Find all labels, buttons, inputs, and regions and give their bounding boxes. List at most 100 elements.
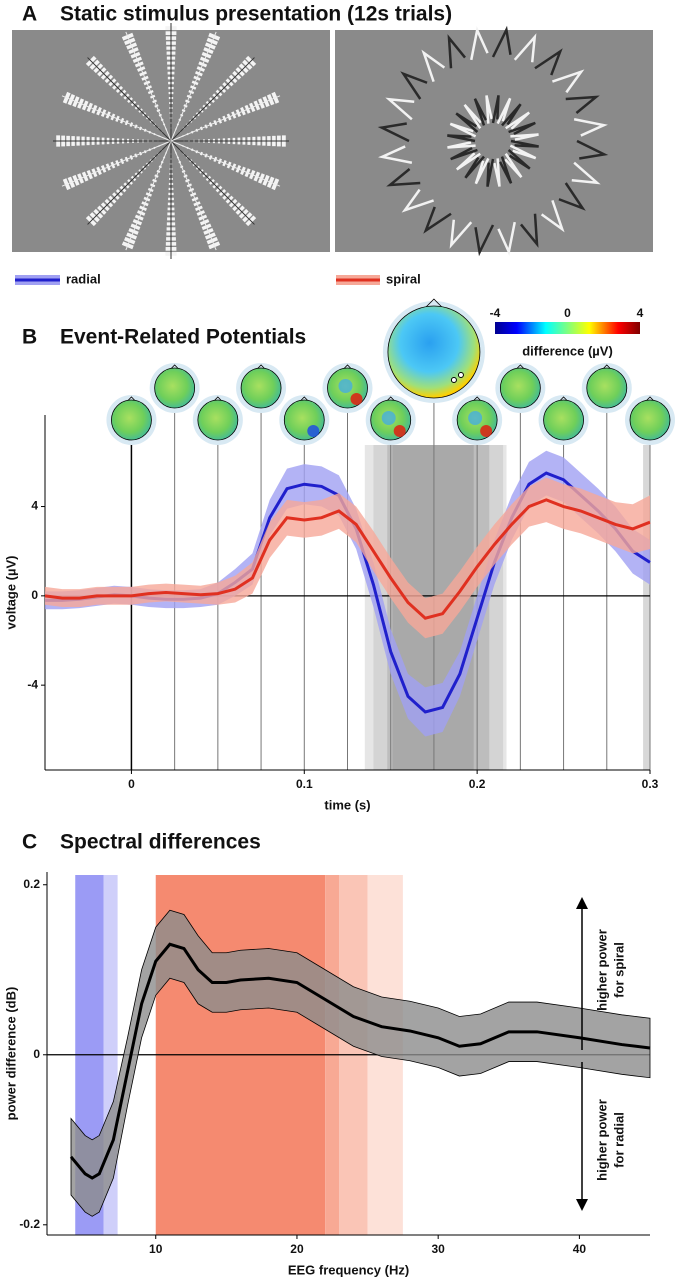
topomap-nose <box>473 396 482 401</box>
stimulus-stroke <box>491 95 500 124</box>
error-band <box>70 909 651 1217</box>
y-axis-label: voltage (µV) <box>3 556 18 630</box>
legend-label: radial <box>66 271 101 286</box>
x-tick-label: 0.2 <box>469 777 486 791</box>
stimulus-stroke <box>571 161 601 185</box>
topomap <box>365 395 416 445</box>
stimulus-stroke <box>576 139 609 160</box>
stimulus-stroke <box>520 213 539 248</box>
y-tick-label: -0.2 <box>19 1217 40 1231</box>
x-tick-label: 30 <box>431 1242 445 1256</box>
colorbar-label: difference (µV) <box>522 343 613 358</box>
topomap-head <box>154 367 196 409</box>
topomap-head <box>197 399 239 441</box>
y-tick-label: 0 <box>31 588 38 602</box>
stimulus-stroke <box>61 95 172 142</box>
stimulus-stroke <box>447 141 476 149</box>
topomap-head <box>586 367 628 409</box>
topomap-spot <box>393 425 406 437</box>
topomap <box>192 395 243 445</box>
panel-title: Static stimulus presentation (12s trials… <box>60 3 452 26</box>
x-tick-label: 0.1 <box>296 777 313 791</box>
stimulus-stroke <box>170 95 281 142</box>
y-tick-label: 4 <box>31 499 38 513</box>
stimulus-stroke <box>505 111 531 130</box>
topomap-spot <box>338 379 353 393</box>
colorbar-tick-label: 0 <box>564 306 571 320</box>
stimulus-stroke <box>551 69 585 94</box>
x-tick-label: 20 <box>290 1242 304 1256</box>
topomap-spot <box>480 425 493 437</box>
shaded-interval <box>643 445 650 770</box>
topomap-nose <box>559 396 568 401</box>
topomap-nose <box>386 396 395 401</box>
stimulus-stroke <box>534 48 563 76</box>
annotation: higher power <box>594 929 609 1011</box>
stimulus-stroke <box>87 140 172 225</box>
annotation: higher power <box>594 1099 609 1181</box>
topomap-nose <box>257 364 265 369</box>
stimulus-stroke <box>558 182 586 211</box>
stimulus-stroke <box>386 168 421 187</box>
stimulus-stroke <box>565 95 600 114</box>
electrode <box>457 372 464 378</box>
stimulus-stroke <box>455 112 479 133</box>
topomap-nose <box>300 396 309 401</box>
stimulus-stroke <box>508 121 536 136</box>
stimulus-stroke <box>421 49 446 83</box>
stimulus-stroke <box>61 140 172 187</box>
topomap-spot <box>381 411 396 425</box>
panel-title: Spectral differences <box>60 831 261 854</box>
topomap <box>495 363 546 413</box>
stimulus-stroke <box>496 97 512 125</box>
stimulus-stroke <box>125 31 172 142</box>
stimulus-stroke <box>455 152 481 171</box>
stimulus-stroke <box>464 155 485 179</box>
topomap-head <box>111 399 152 441</box>
x-axis-label: EEG frequency (Hz) <box>288 1262 409 1277</box>
stimulus-stroke <box>170 31 217 142</box>
stimulus-stroke <box>401 188 435 213</box>
stimulus-stroke <box>447 34 466 69</box>
legend-label: spiral <box>386 271 421 286</box>
colorbar-tick-label: 4 <box>637 306 644 320</box>
annotation: for radial <box>611 1112 626 1168</box>
stimulus-stroke <box>378 145 413 164</box>
stimulus-stroke <box>540 199 565 233</box>
y-tick-label: 0.2 <box>23 877 40 891</box>
topomap-nose <box>602 364 611 369</box>
stimulus-stroke <box>473 98 488 126</box>
topomap <box>452 395 503 445</box>
panel-title: Event-Related Potentials <box>60 326 306 349</box>
x-tick-label: 40 <box>573 1242 587 1256</box>
topomap-nose <box>343 364 352 369</box>
topomap <box>581 363 632 413</box>
electrode <box>450 377 457 383</box>
topomap-spot <box>350 393 363 405</box>
topomap-spot <box>468 411 483 425</box>
topomap <box>236 363 287 413</box>
x-tick-label: 0 <box>128 777 135 791</box>
stimulus-stroke <box>170 140 255 225</box>
stimulus-stroke <box>463 103 482 129</box>
colorbar-tick-label: -4 <box>490 306 501 320</box>
panel-label: A <box>22 3 37 26</box>
series-line <box>69 942 651 1180</box>
stimulus-stroke <box>470 26 489 61</box>
topomap <box>538 395 589 445</box>
topomap <box>322 363 373 413</box>
stimulus-stroke <box>170 57 255 142</box>
topomap-head <box>499 367 541 409</box>
panel-label: B <box>22 326 37 349</box>
stimulus-stroke <box>513 33 537 63</box>
stimulus-stroke <box>486 158 495 187</box>
topomap-nose <box>213 396 222 401</box>
stimulus-stroke <box>449 122 477 138</box>
topomap-nose <box>127 396 136 401</box>
y-axis-label: power difference (dB) <box>3 987 18 1121</box>
stimulus-stroke <box>87 57 172 142</box>
stimulus-stroke <box>485 95 493 124</box>
stimulus-stroke <box>497 221 516 256</box>
stimulus-stroke <box>125 140 172 251</box>
